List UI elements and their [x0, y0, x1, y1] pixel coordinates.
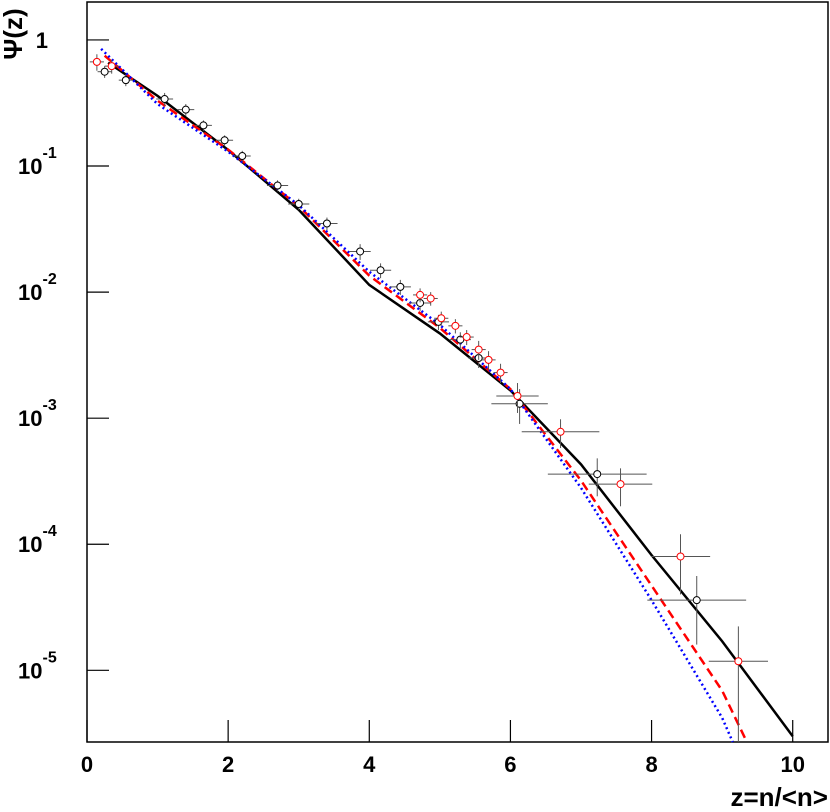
data-point [92, 57, 101, 66]
y-tick-base: 10 [18, 406, 42, 431]
data-point [100, 67, 109, 76]
x-tick-label: 0 [81, 752, 93, 777]
data-point [294, 199, 303, 208]
data-point [160, 95, 169, 104]
data-point [416, 290, 425, 299]
data-point [426, 294, 435, 303]
y-tick-label: 1 [36, 28, 48, 53]
y-tick-base: 10 [18, 154, 42, 179]
y-tick-exponent: -5 [42, 649, 56, 666]
y-tick-base: 10 [18, 658, 42, 683]
data-point [376, 266, 385, 275]
x-tick-label: 2 [222, 752, 234, 777]
plot-frame [86, 1, 829, 743]
x-tick-label: 4 [363, 752, 376, 777]
y-tick-exponent: -2 [42, 271, 56, 288]
y-tick-label: 10-3 [18, 397, 57, 431]
y-tick-exponent: -4 [42, 523, 56, 540]
data-point [462, 333, 471, 342]
model-curve [103, 54, 748, 743]
data-point [556, 427, 565, 436]
data-point [496, 368, 505, 377]
data-point [513, 391, 522, 400]
y-tick-label: 10-1 [18, 145, 57, 179]
data-point [676, 552, 685, 561]
data-point [437, 314, 446, 323]
data-point [474, 345, 483, 354]
data-point [616, 480, 625, 489]
y-tick-base: 1 [36, 28, 48, 53]
y-tick-exponent: -1 [42, 145, 56, 162]
data-point [396, 282, 405, 291]
data-point [238, 152, 247, 161]
x-axis-title: z=n/<n> [730, 782, 828, 812]
data-point [484, 355, 493, 364]
x-tick-label: 8 [645, 752, 657, 777]
model-curve [100, 47, 734, 743]
data-point [181, 105, 190, 114]
y-tick-base: 10 [18, 532, 42, 557]
data-point [273, 181, 282, 190]
data-point [220, 136, 229, 145]
y-tick-label: 10-5 [18, 649, 57, 683]
x-tick-label: 6 [504, 752, 516, 777]
data-point [451, 321, 460, 330]
data-point [322, 219, 331, 228]
y-axis-title: Ψ(z) [0, 8, 28, 59]
data-point [107, 62, 116, 71]
data-point [121, 76, 130, 85]
data-point [593, 470, 602, 479]
y-tick-label: 10-2 [18, 271, 57, 305]
data-point [734, 657, 743, 666]
model-curve [107, 61, 794, 737]
data-point [692, 596, 701, 605]
y-tick-exponent: -3 [42, 397, 56, 414]
y-tick-label: 10-4 [18, 523, 57, 557]
y-tick-base: 10 [18, 280, 42, 305]
data-point [356, 247, 365, 256]
x-tick-label: 10 [780, 752, 804, 777]
data-point [199, 121, 208, 130]
